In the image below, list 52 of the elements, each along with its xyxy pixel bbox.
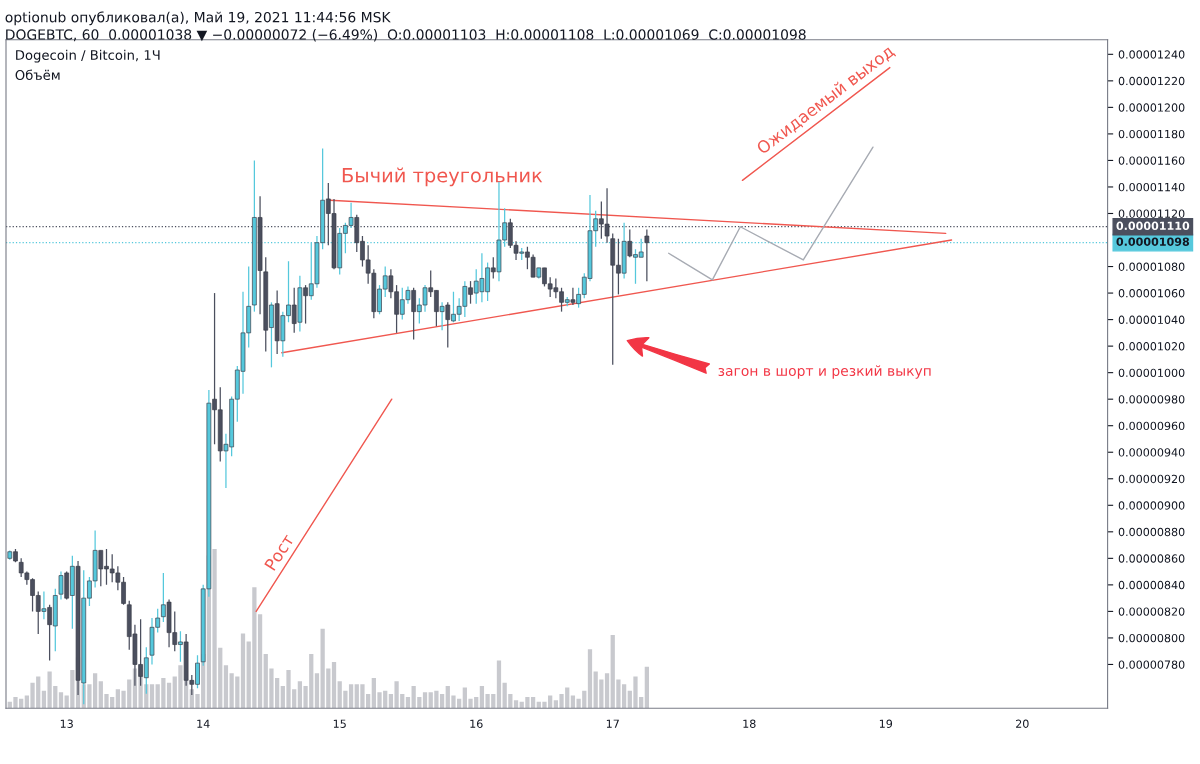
ref-line-label: 0.00001098 <box>1116 237 1190 246</box>
annotation: загон в шорт и резкий выкуп <box>718 365 931 379</box>
y-tick-label: 0.00001240 <box>1118 50 1185 59</box>
x-tick-label: 14 <box>197 719 210 728</box>
y-tick-label: 0.00000860 <box>1118 554 1185 563</box>
bar <box>405 697 411 709</box>
chart-title: Объём <box>15 69 60 81</box>
y-tick-label: 0.00001180 <box>1118 129 1185 139</box>
annotation: Dogecoin / Bitcoin, 1Ч <box>16 49 160 63</box>
x-tick-label: 19 <box>879 719 893 728</box>
y-tick-label: 0.00000920 <box>1118 474 1185 484</box>
candlestick <box>644 228 650 282</box>
bar <box>422 692 428 709</box>
y-tick-label: 0.00000940 <box>1118 448 1185 457</box>
x-tick-label: 20 <box>1016 719 1029 728</box>
y-tick-label: 0.00001160 <box>1118 156 1185 165</box>
y-tick-label: 0.00000780 <box>1118 660 1185 669</box>
y-tick-label: 0.00000900 <box>1118 501 1185 510</box>
y-tick-label: 0.00000980 <box>1118 395 1185 404</box>
y-tick-label: 0.00001140 <box>1118 182 1185 192</box>
y-tick-label: 0.00001080 <box>1118 262 1185 271</box>
ref-line-label: 0.00001110 <box>1116 221 1190 230</box>
y-tick-label: 0.00001040 <box>1118 315 1185 324</box>
x-tick-label: 13 <box>60 719 73 728</box>
y-tick-label: 0.00000880 <box>1118 527 1185 537</box>
bar <box>496 660 502 709</box>
y-tick-label: 0.00000840 <box>1118 580 1185 590</box>
x-tick-label: 16 <box>470 719 483 728</box>
chart-title: optionub опубликовал(а), Май 19, 2021 11:44:56 MSK <box>5 11 391 26</box>
bar <box>513 700 519 709</box>
y-tick-label: 0.00001200 <box>1118 103 1185 112</box>
bar <box>58 692 64 709</box>
y-tick-label: 0.00001120 <box>1118 209 1185 218</box>
bar <box>604 673 610 709</box>
y-tick-label: 0.00000960 <box>1118 421 1185 431</box>
y-tick-label: 0.00001220 <box>1118 76 1185 86</box>
bar <box>587 649 593 709</box>
x-tick-label: 15 <box>333 719 346 728</box>
y-tick-label: 0.00000820 <box>1118 607 1185 616</box>
bar <box>149 684 155 709</box>
y-tick-label: 0.00001060 <box>1118 289 1185 298</box>
bar <box>314 673 320 709</box>
y-tick-label: 0.00000800 <box>1118 633 1185 643</box>
y-tick-label: 0.00001020 <box>1118 342 1185 351</box>
y-tick-label: 0.00001000 <box>1118 368 1185 378</box>
series-label: Бычий треугольник <box>342 167 543 187</box>
x-tick-label: 17 <box>606 719 619 728</box>
bar <box>644 666 649 709</box>
bar <box>240 633 246 709</box>
bar <box>331 662 337 709</box>
x-tick-label: 18 <box>743 719 756 728</box>
chart-subtitle: DOGEBTC, 60 0.00001038 ▼ −0.00000072 (−6.49%) O:0.00001103 H:0.00001108 L:0.00001069 C:0.00001098 <box>6 29 806 42</box>
